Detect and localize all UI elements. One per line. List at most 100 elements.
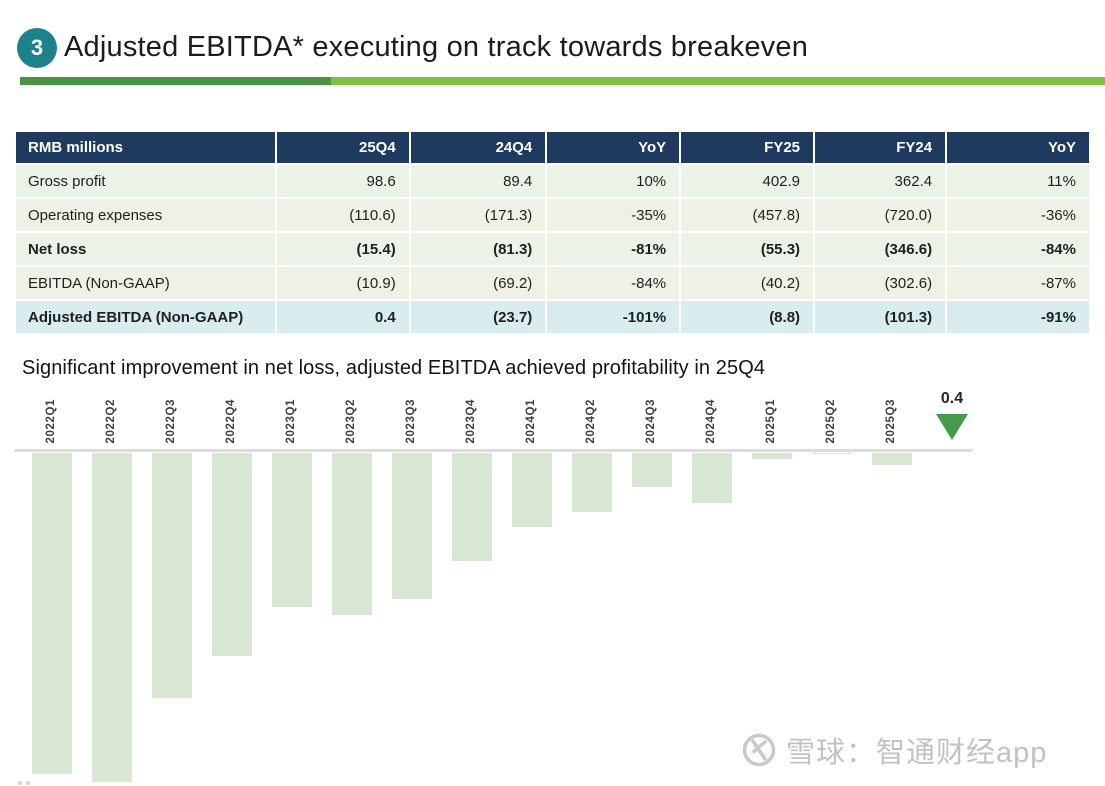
chart-slot-2025Q3: 2025Q3 [862, 388, 922, 786]
bar-2023Q3 [392, 453, 432, 599]
cell-value: (69.2) [410, 267, 546, 299]
x-axis-label: 2023Q4 [465, 399, 478, 444]
bar-2022Q2 [92, 453, 132, 782]
cell-value: (302.6) [815, 267, 946, 299]
column-header: FY25 [681, 132, 814, 163]
xueqiu-snowball-logo-icon [742, 733, 776, 767]
bar-2024Q3 [632, 453, 672, 487]
cell-value: 11% [947, 165, 1089, 197]
row-label: Net loss [16, 233, 275, 265]
x-axis-label: 2024Q1 [525, 399, 538, 444]
cell-value: (15.4) [276, 233, 409, 265]
cell-value: 362.4 [815, 165, 946, 197]
row-label: Adjusted EBITDA (Non-GAAP) [16, 301, 275, 333]
watermark-text: 雪球：智通财经app [786, 737, 1048, 769]
bar-2024Q1 [512, 453, 552, 527]
bar-2025Q3 [872, 453, 912, 465]
x-axis-line [14, 449, 973, 452]
x-axis-label: 2022Q1 [45, 399, 58, 444]
chart-slot-2023Q1: 2023Q1 [262, 388, 322, 786]
chart-slot-2024Q1: 2024Q1 [502, 388, 562, 786]
chart-slot-2025Q4: 0.4 [922, 388, 982, 786]
financials-table: RMB millions 25Q4 24Q4 YoY FY25 FY24 YoY Gross… [14, 130, 1091, 335]
chart-slot-2023Q2: 2023Q2 [322, 388, 382, 786]
cell-value: (171.3) [410, 199, 546, 231]
bar-2024Q2 [572, 453, 612, 512]
cell-value: -84% [547, 267, 680, 299]
x-axis-label: 2025Q2 [825, 399, 838, 444]
x-axis-label: 2023Q3 [405, 399, 418, 444]
down-triangle-icon [936, 414, 968, 440]
cell-value: (346.6) [815, 233, 946, 265]
chart-slot-2025Q1: 2025Q1 [742, 388, 802, 786]
x-axis-label: 2022Q2 [105, 399, 118, 444]
x-axis-label: 2024Q4 [705, 399, 718, 444]
bar-2025Q1 [752, 453, 792, 459]
cell-value: -84% [947, 233, 1089, 265]
table-row: Gross profit 98.6 89.4 10% 402.9 362.4 11% [16, 165, 1089, 197]
page-title: Adjusted EBITDA* executing on track towa… [64, 31, 809, 63]
bar-2022Q1 [32, 453, 72, 774]
cell-value: 0.4 [276, 301, 409, 333]
cell-value: (55.3) [681, 233, 814, 265]
bar-2023Q1 [272, 453, 312, 607]
cell-value: -35% [547, 199, 680, 231]
x-axis-label: 2025Q3 [885, 399, 898, 444]
adjusted-ebitda-quarterly-chart: 2022Q1 2022Q2 2022Q3 2022Q4 2023Q1 2023Q2 2023… [14, 388, 982, 786]
title-underline-light-segment [331, 77, 1105, 85]
cell-value: (23.7) [410, 301, 546, 333]
cell-value: (40.2) [681, 267, 814, 299]
cell-value: (110.6) [276, 199, 409, 231]
cell-value: (8.8) [681, 301, 814, 333]
column-header: FY24 [815, 132, 946, 163]
column-header: YoY [547, 132, 680, 163]
chart-slot-2022Q3: 2022Q3 [142, 388, 202, 786]
row-label: EBITDA (Non-GAAP) [16, 267, 275, 299]
title-underline-dark-segment [20, 77, 331, 85]
chart-slot-2023Q4: 2023Q4 [442, 388, 502, 786]
cell-value: 98.6 [276, 165, 409, 197]
cell-value: (457.8) [681, 199, 814, 231]
column-header: 24Q4 [410, 132, 546, 163]
cell-value: 402.9 [681, 165, 814, 197]
cell-value: -91% [947, 301, 1089, 333]
column-header: 25Q4 [276, 132, 409, 163]
table-row: Adjusted EBITDA (Non-GAAP) 0.4 (23.7) -101%… [16, 301, 1089, 333]
row-label: Gross profit [16, 165, 275, 197]
column-header: RMB millions [16, 132, 275, 163]
positive-value-label: 0.4 [940, 390, 964, 407]
bar-2022Q3 [152, 453, 192, 698]
chart-slot-2024Q3: 2024Q3 [622, 388, 682, 786]
table-row: Operating expenses (110.6) (171.3) -35% (457… [16, 199, 1089, 231]
chart-caption: Significant improvement in net loss, adj… [22, 357, 766, 379]
bar-2023Q2 [332, 453, 372, 615]
chart-slot-2022Q2: 2022Q2 [82, 388, 142, 786]
table-header-row: RMB millions 25Q4 24Q4 YoY FY25 FY24 YoY [16, 132, 1089, 163]
chart-slot-2023Q3: 2023Q3 [382, 388, 442, 786]
cell-value: 10% [547, 165, 680, 197]
chart-slot-2024Q4: 2024Q4 [682, 388, 742, 786]
cell-value: 89.4 [410, 165, 546, 197]
watermark: 雪球：智通财经app [741, 729, 1047, 771]
cell-value: -87% [947, 267, 1089, 299]
cell-value: -101% [547, 301, 680, 333]
cell-value: (720.0) [815, 199, 946, 231]
cell-value: (10.9) [276, 267, 409, 299]
table-row: Net loss (15.4) (81.3) -81% (55.3) (346.6) -84… [16, 233, 1089, 265]
x-axis-label: 2024Q2 [585, 399, 598, 444]
x-axis-label: 2023Q1 [285, 399, 298, 444]
cell-value: -81% [547, 233, 680, 265]
cell-value: -36% [947, 199, 1089, 231]
row-label: Operating expenses [16, 199, 275, 231]
slide-number-badge: 3 [17, 28, 57, 68]
chart-slot-2022Q4: 2022Q4 [202, 388, 262, 786]
bar-2022Q4 [212, 453, 252, 656]
table-row: EBITDA (Non-GAAP) (10.9) (69.2) -84% (40.2)(… [16, 267, 1089, 299]
bar-2025Q2 [812, 453, 852, 454]
chart-slot-2025Q2: 2025Q2 [802, 388, 862, 786]
bar-2023Q4 [452, 453, 492, 561]
x-axis-label: 2024Q3 [645, 399, 658, 444]
x-axis-label: 2025Q1 [765, 399, 778, 444]
x-axis-label: 2022Q3 [165, 399, 178, 444]
